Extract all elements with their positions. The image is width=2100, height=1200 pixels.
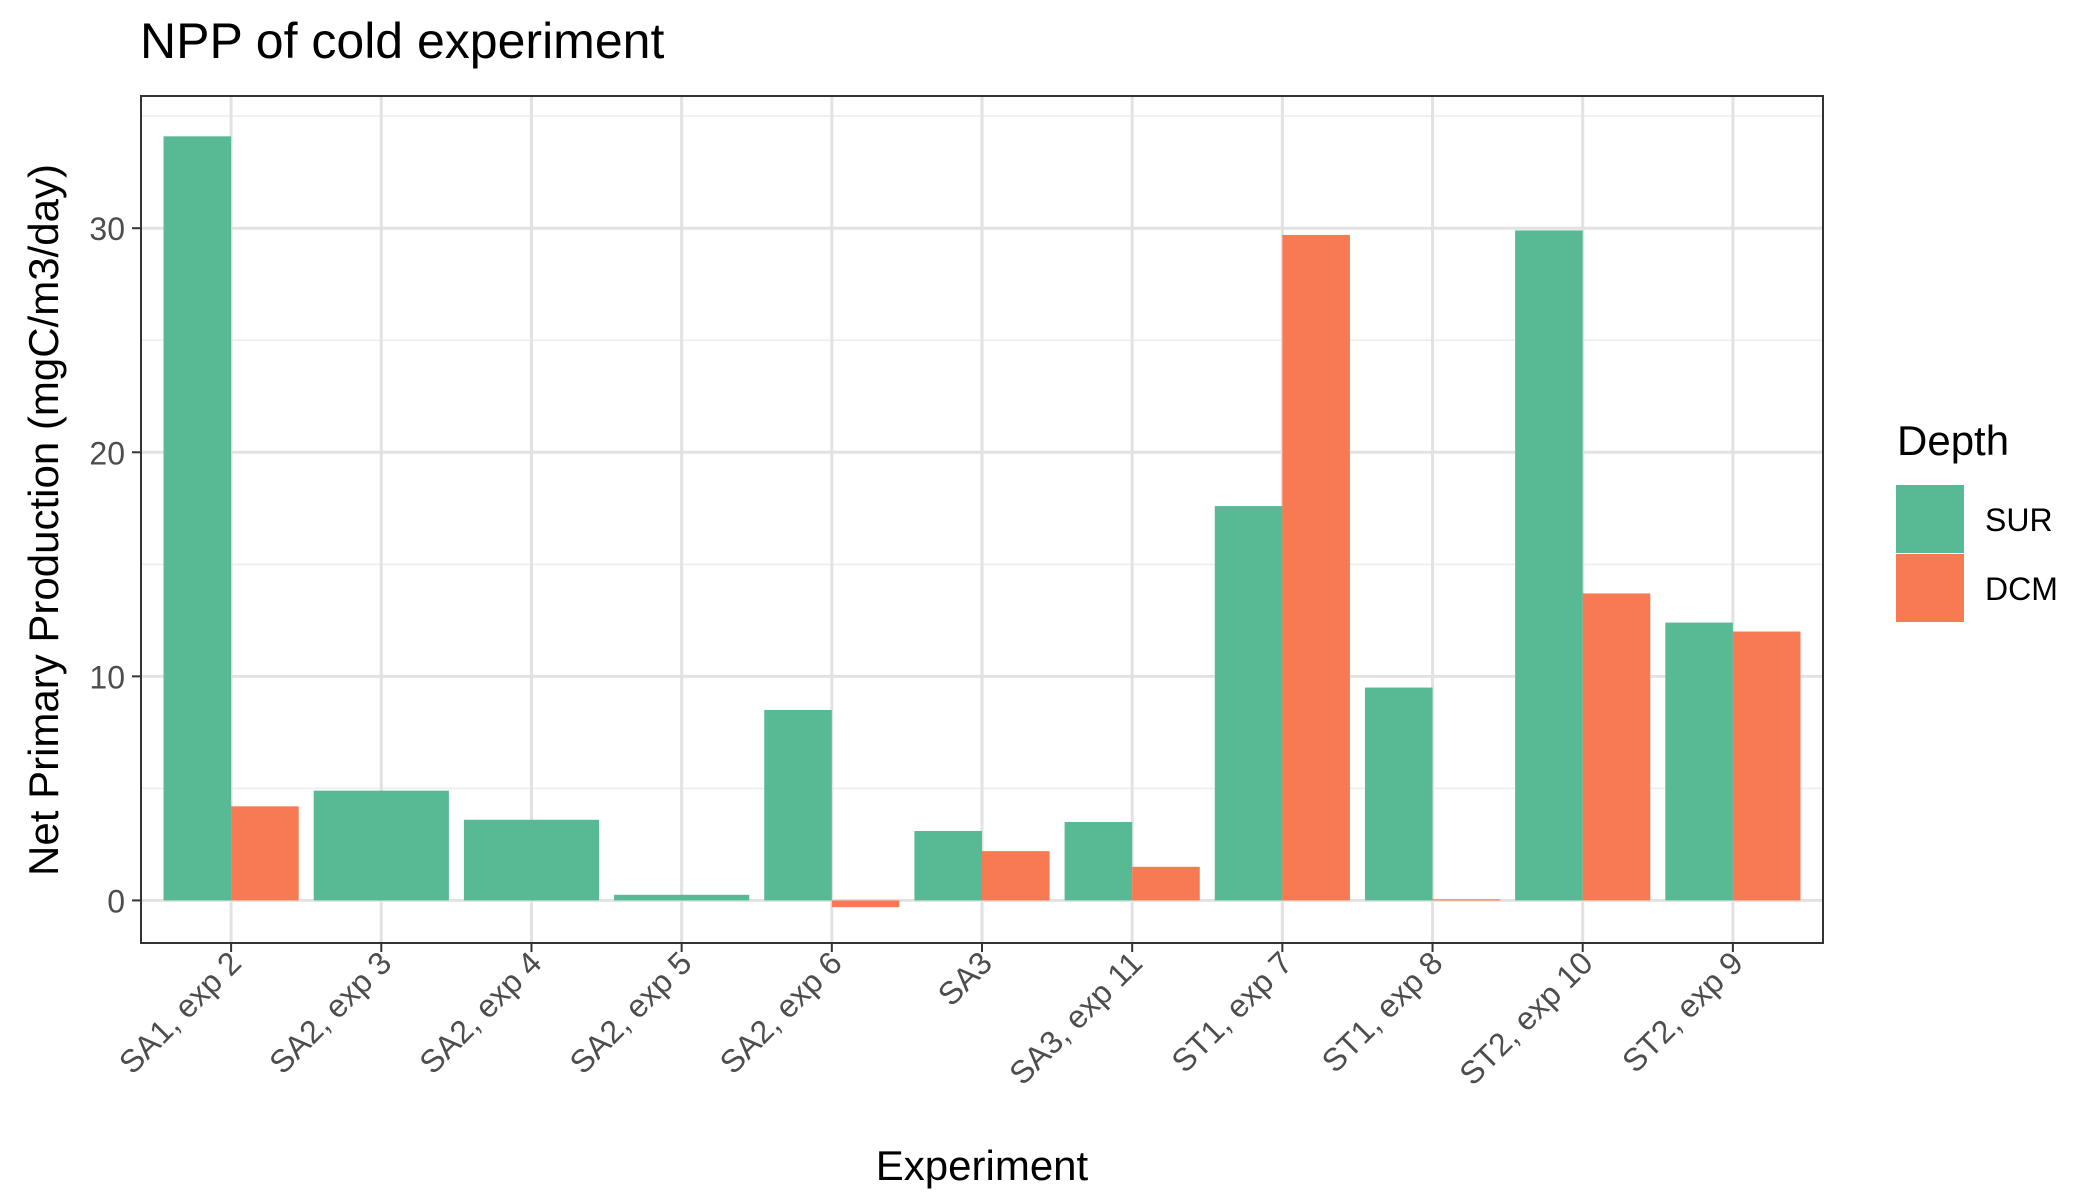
bar-sur xyxy=(1515,230,1583,901)
legend-title: Depth xyxy=(1897,417,2009,464)
legend-key-sur xyxy=(1896,485,1964,553)
x-tick-label: SA2, exp 3 xyxy=(262,944,398,1080)
bar-dcm xyxy=(231,806,299,901)
bar-sur xyxy=(764,709,832,901)
x-tick-label: SA2, exp 5 xyxy=(562,944,698,1080)
bar-dcm xyxy=(1282,234,1350,901)
bar-sur xyxy=(614,894,750,901)
x-tick-label: SA3 xyxy=(931,944,999,1012)
bar-sur xyxy=(1064,822,1133,901)
x-tick-label: ST2, exp 10 xyxy=(1452,944,1599,1091)
bar-sur xyxy=(313,790,449,901)
legend: Depth SUR DCM xyxy=(1896,417,2058,622)
y-axis-label: Net Primary Production (mgC/m3/day) xyxy=(20,164,67,876)
x-tick-label: ST1, exp 7 xyxy=(1164,944,1299,1079)
legend-label-dcm: DCM xyxy=(1985,571,2058,607)
x-tick-label: ST2, exp 9 xyxy=(1615,944,1750,1079)
x-tick-label: SA3, exp 11 xyxy=(1002,944,1149,1091)
bar-dcm xyxy=(1732,631,1801,901)
bar-sur xyxy=(163,136,232,901)
y-tick-label: 0 xyxy=(107,883,125,919)
bar-sur xyxy=(1364,687,1433,901)
chart-title: NPP of cold experiment xyxy=(140,13,664,69)
bar-sur xyxy=(914,830,982,901)
x-tick-label: ST1, exp 8 xyxy=(1315,944,1450,1079)
y-tick-label: 30 xyxy=(89,211,125,247)
x-tick-label: SA2, exp 4 xyxy=(412,944,548,1080)
y-tick-label: 10 xyxy=(89,659,125,695)
legend-label-sur: SUR xyxy=(1985,502,2053,538)
bar-sur xyxy=(463,819,600,901)
bar-sur xyxy=(1665,622,1733,901)
bar-dcm xyxy=(1132,866,1200,901)
legend-key-dcm xyxy=(1896,554,1964,622)
x-tick-label: SA1, exp 2 xyxy=(112,944,248,1080)
bar-dcm xyxy=(1582,593,1651,901)
bar-dcm xyxy=(1432,899,1501,901)
x-tick-label: SA2, exp 6 xyxy=(713,944,849,1080)
bar-dcm xyxy=(982,851,1050,901)
bar-dcm xyxy=(831,900,900,908)
x-axis-label: Experiment xyxy=(876,1142,1089,1189)
y-tick-label: 20 xyxy=(89,435,125,471)
bar-sur xyxy=(1214,506,1283,901)
